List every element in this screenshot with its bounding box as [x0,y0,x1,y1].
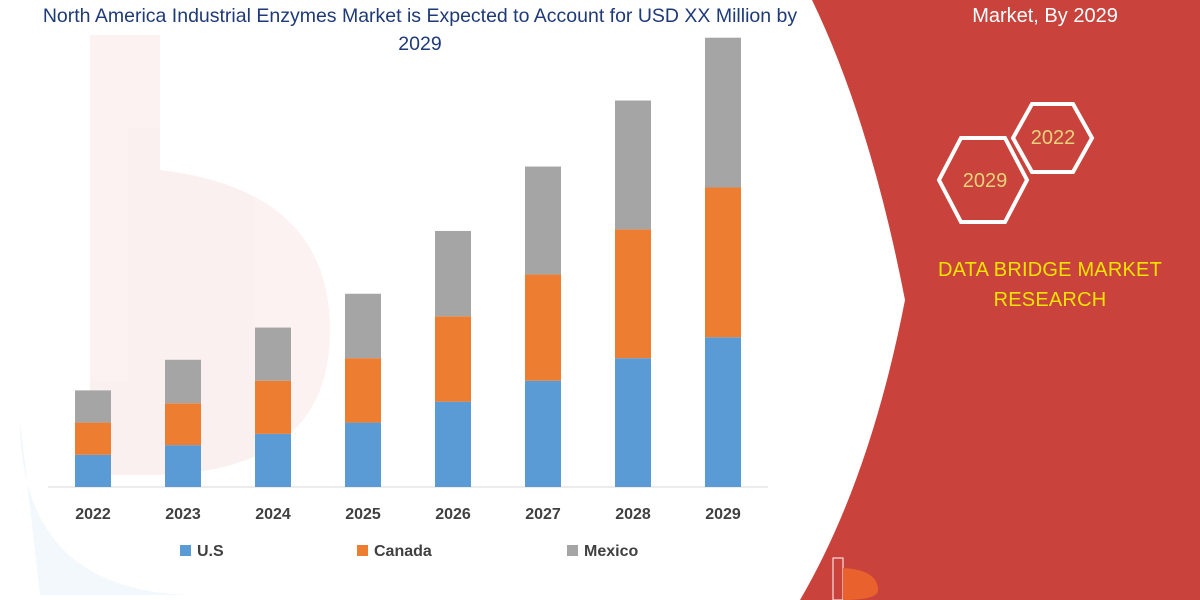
hex-badge-label-2029: 2029 [962,170,1008,192]
x-tick-label: 2028 [615,506,651,523]
hex-badge-label-2022: 2022 [1030,127,1076,149]
bar-u-s-2026 [435,401,471,487]
bar-mexico-2028 [615,100,651,230]
bar-canada-2023 [165,403,201,446]
bar-mexico-2026 [435,230,471,317]
legend-swatch-mexico [567,545,578,556]
bar-canada-2029 [705,187,741,338]
x-tick-label: 2024 [255,506,291,523]
legend-swatch-u-s [180,545,191,556]
bar-u-s-2025 [345,422,381,487]
bar-mexico-2029 [705,37,741,188]
bar-u-s-2024 [255,433,291,487]
x-tick-label: 2029 [705,506,741,523]
bar-u-s-2023 [165,445,201,487]
bar-mexico-2024 [255,327,291,381]
chart-title: North America Industrial Enzymes Market … [42,5,798,55]
bar-canada-2028 [615,229,651,359]
legend-label: Mexico [584,543,638,560]
brand-name: DATA BRIDGE MARKET RESEARCH [937,259,1162,311]
x-tick-label: 2022 [75,506,111,523]
bar-u-s-2022 [75,454,111,487]
bar-mexico-2027 [525,166,561,275]
x-tick-label: 2025 [345,506,381,523]
bar-canada-2024 [255,380,291,434]
x-tick-label: 2023 [165,506,201,523]
legend-label: Canada [374,543,432,560]
x-tick-label: 2026 [435,506,471,523]
legend-label: U.S [197,543,224,560]
bar-canada-2026 [435,316,471,402]
side-panel-title: Market, By 2029 [972,5,1118,27]
bar-mexico-2022 [75,390,111,423]
bar-canada-2025 [345,358,381,423]
bar-u-s-2029 [705,337,741,487]
bar-mexico-2025 [345,293,381,359]
bar-u-s-2027 [525,380,561,487]
bar-u-s-2028 [615,358,651,487]
x-tick-label: 2027 [525,506,561,523]
legend-swatch-canada [357,545,368,556]
bar-canada-2027 [525,274,561,381]
bar-canada-2022 [75,422,111,455]
logo-text: DATA BRIDGE [895,568,1031,590]
bar-mexico-2023 [165,359,201,404]
